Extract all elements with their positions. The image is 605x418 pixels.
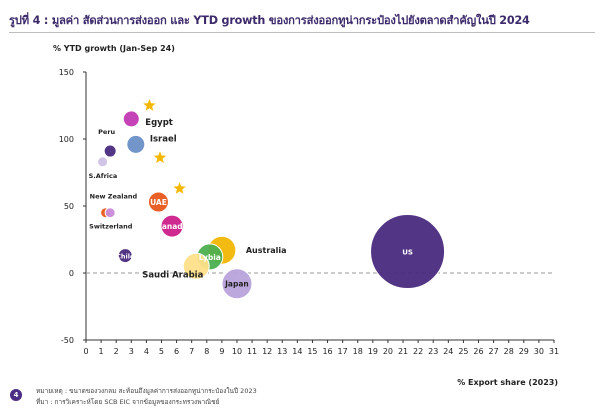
bubble-label-israel: Israel (150, 134, 177, 144)
x-tick-label: 21 (398, 347, 408, 356)
bubble-label-saudi-arabia: Saudi Arabia (142, 270, 203, 280)
x-tick-label: 7 (189, 347, 194, 356)
star-icon (143, 99, 156, 111)
bubble-label-peru: Peru (98, 128, 115, 136)
footnote-source: ที่มา : การวิเคราะห์โดย SCB EIC จากข้อมู… (36, 398, 220, 406)
bubble-label-australia: Australia (246, 246, 287, 255)
x-tick-label: 14 (292, 347, 302, 356)
chart-title: รูปที่ 4 : มูลค่า สัดส่วนการส่งออก และ Y… (9, 14, 530, 27)
x-tick-label: 31 (549, 347, 559, 356)
x-tick-label: 5 (159, 347, 164, 356)
x-tick-label: 1 (99, 347, 104, 356)
y-tick-label: 0 (69, 269, 74, 278)
x-tick-label: 10 (232, 347, 242, 356)
x-tick-label: 28 (504, 347, 514, 356)
x-tick-label: 13 (277, 347, 287, 356)
x-tick-label: 12 (262, 347, 272, 356)
title-divider (9, 32, 595, 33)
x-tick-label: 3 (129, 347, 134, 356)
y-tick-label: 150 (59, 68, 74, 77)
x-tick-label: 29 (519, 347, 529, 356)
bubble-egypt (122, 110, 140, 128)
x-tick-label: 20 (383, 347, 393, 356)
bubble-peru (103, 144, 117, 158)
bubble-japan (221, 268, 253, 300)
bubble-label-uae: UAE (150, 198, 167, 207)
bubble-canada (160, 214, 184, 238)
y-tick-label: 100 (59, 135, 74, 144)
x-tick-label: 9 (219, 347, 224, 356)
x-tick-label: 22 (413, 347, 423, 356)
x-tick-label: 16 (322, 347, 332, 356)
bubble-us (370, 214, 446, 290)
x-tick-label: 18 (353, 347, 363, 356)
x-tick-label: 19 (368, 347, 378, 356)
bubble-label-us: US (402, 249, 413, 257)
x-tick-label: 6 (174, 347, 179, 356)
x-tick-label: 24 (443, 347, 453, 356)
x-tick-label: 26 (473, 347, 483, 356)
bubble-label-switzerland: Switzerland (89, 223, 133, 231)
star-icon (173, 182, 186, 194)
bubble-saudi-arabia (182, 252, 210, 280)
bubble-s-africa (97, 156, 109, 168)
x-tick-label: 17 (338, 347, 348, 356)
bubble-labels: US Japan Australia Lybia Saudi Arabia Canada U… (89, 118, 413, 289)
bubble-israel (126, 134, 146, 154)
bubble-label-new-zealand: New Zealand (90, 193, 138, 201)
x-tick-label: 15 (307, 347, 317, 356)
bubble-label-chile: Chile (116, 253, 135, 261)
x-tick-label: 2 (114, 347, 119, 356)
x-tick-label: 0 (83, 347, 88, 356)
x-tick-label: 23 (428, 347, 438, 356)
y-axis-label: % YTD growth (Jan-Sep 24) (53, 44, 175, 53)
y-tick-label: -50 (61, 336, 74, 345)
x-tick-label: 25 (458, 347, 468, 356)
bubble-label-s-africa: S.Africa (89, 172, 118, 180)
x-tick-label: 4 (144, 347, 149, 356)
x-tick-label: 30 (534, 347, 544, 356)
footnote-note: หมายเหตุ : ขนาดของวงกลม สะท้อนถึงมูลค่าก… (36, 387, 257, 395)
bubble-switzerland (104, 207, 116, 219)
bubbles (97, 110, 446, 300)
bubble-chile (117, 248, 133, 264)
x-tick-label: 8 (204, 347, 209, 356)
x-tick-label: 27 (489, 347, 499, 356)
stars (143, 99, 186, 194)
bubble-uae (147, 191, 169, 213)
bubble-label-egypt: Egypt (145, 118, 173, 128)
page-number-badge: 4 (10, 389, 22, 401)
star-icon (153, 151, 167, 163)
x-tick-label: 11 (247, 347, 257, 356)
bubble-label-lybia: Lybia (199, 253, 221, 262)
y-tick-label: 50 (64, 202, 74, 211)
bubble-label-canada: Canada (156, 222, 187, 231)
bubble-label-japan: Japan (224, 280, 249, 289)
x-axis-label: % Export share (2023) (457, 378, 558, 387)
